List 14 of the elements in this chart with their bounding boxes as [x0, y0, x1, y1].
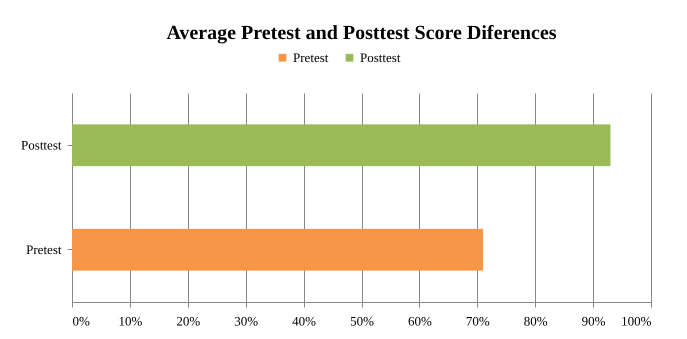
x-tick-label: 30% [234, 314, 258, 328]
x-tick-label: 70% [466, 314, 490, 328]
x-tick-label: 60% [408, 314, 432, 328]
x-tick-label: 80% [524, 314, 548, 328]
legend-label: Posttest [360, 50, 401, 65]
x-tick-label: 10% [118, 314, 142, 328]
legend-label: Pretest [293, 50, 329, 65]
x-tick-label: 40% [292, 314, 316, 328]
x-tick-label: 0% [72, 314, 90, 328]
chart-title: Average Pretest and Posttest Score Diferences [166, 22, 557, 44]
x-tick-label: 100% [621, 314, 652, 328]
x-tick-label: 20% [176, 314, 200, 328]
x-tick-label: 90% [582, 314, 606, 328]
x-tick-label: 50% [350, 314, 374, 328]
